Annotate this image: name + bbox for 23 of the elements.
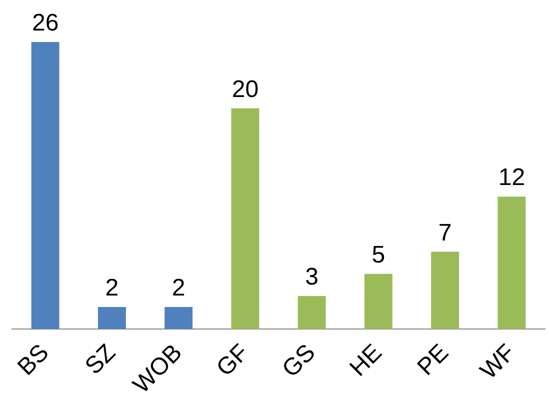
data-label: 2	[172, 274, 186, 302]
x-tick-label: PE	[412, 339, 454, 381]
bar	[364, 274, 392, 330]
bar	[231, 108, 260, 330]
data-label: 26	[32, 10, 59, 37]
x-tick-label: GF	[211, 339, 254, 382]
bar	[98, 307, 126, 330]
x-tick-label: BS	[12, 339, 54, 381]
data-label: 2	[105, 274, 119, 302]
data-label: 5	[372, 242, 386, 269]
data-label: 12	[498, 164, 526, 192]
bar	[31, 42, 60, 330]
bar	[164, 307, 193, 330]
data-label: 7	[438, 219, 452, 246]
bar	[498, 196, 526, 330]
x-tick-label: SZ	[80, 339, 121, 380]
bar	[298, 296, 326, 330]
x-tick-label: WF	[475, 339, 521, 385]
data-label: 20	[232, 76, 259, 103]
x-tick-label: GS	[277, 339, 321, 383]
x-tick-label: HE	[344, 339, 388, 382]
data-label: 3	[305, 264, 318, 291]
bar	[431, 252, 460, 330]
